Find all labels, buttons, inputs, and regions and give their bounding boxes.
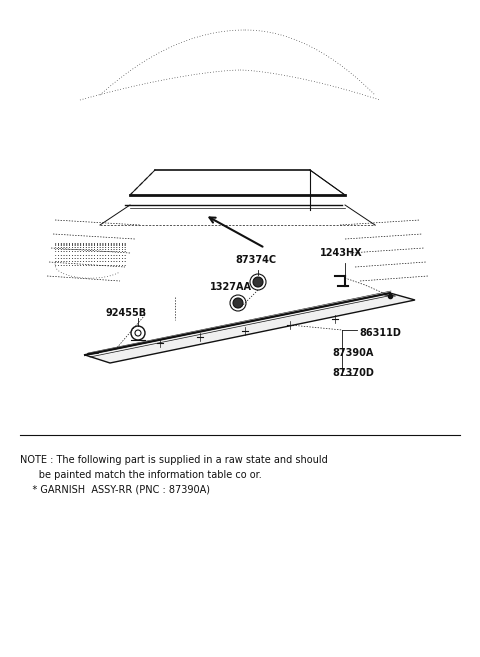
Text: 87370D: 87370D xyxy=(332,368,374,378)
Circle shape xyxy=(233,298,243,308)
Circle shape xyxy=(253,277,263,287)
Text: 86311D: 86311D xyxy=(359,328,401,338)
Text: 1243HX: 1243HX xyxy=(320,248,362,258)
Polygon shape xyxy=(85,293,415,363)
Text: 87374C: 87374C xyxy=(235,255,276,265)
Text: * GARNISH  ASSY-RR (PNC : 87390A): * GARNISH ASSY-RR (PNC : 87390A) xyxy=(20,485,210,495)
Text: 1327AA: 1327AA xyxy=(210,282,252,292)
Text: 92455B: 92455B xyxy=(105,308,146,318)
Text: 87390A: 87390A xyxy=(332,348,373,358)
Text: NOTE : The following part is supplied in a raw state and should: NOTE : The following part is supplied in… xyxy=(20,455,328,465)
Text: be painted match the information table co or.: be painted match the information table c… xyxy=(20,470,262,480)
